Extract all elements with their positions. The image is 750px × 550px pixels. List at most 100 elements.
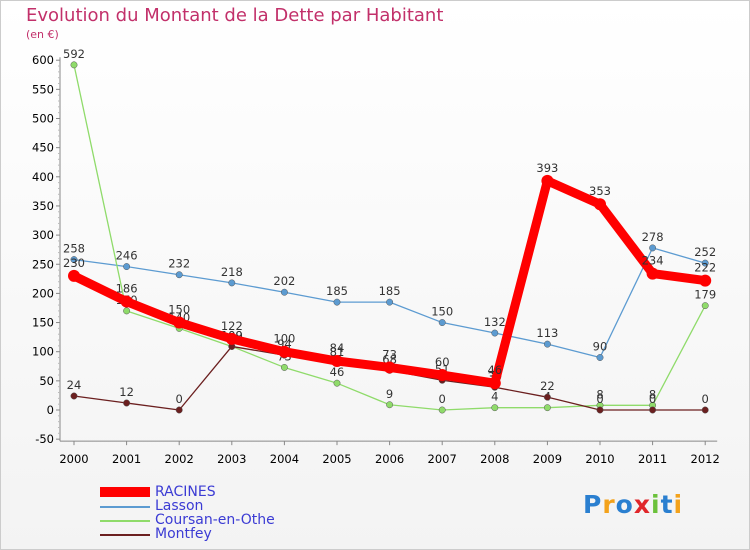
data-label-racines: 73 bbox=[382, 347, 397, 361]
data-label-lasson: 185 bbox=[326, 284, 348, 298]
data-point-coursan-en-othe bbox=[70, 61, 78, 69]
y-tick-label: 100 bbox=[32, 345, 54, 359]
data-point-racines bbox=[646, 267, 659, 280]
data-label-racines: 222 bbox=[694, 261, 716, 275]
data-point-lasson bbox=[228, 279, 236, 287]
y-tick-label: 350 bbox=[32, 199, 54, 213]
data-label-montfey: 81 bbox=[330, 345, 345, 359]
x-tick-label: 2005 bbox=[322, 452, 351, 466]
data-label-montfey: 0 bbox=[596, 392, 603, 406]
x-tick-label: 2002 bbox=[165, 452, 194, 466]
data-point-lasson bbox=[543, 340, 551, 348]
y-tick-label: 0 bbox=[47, 403, 54, 417]
data-label-racines: 230 bbox=[63, 256, 85, 270]
legend-label-coursan: Coursan-en-Othe bbox=[155, 512, 275, 528]
legend-label-montfey: Montfey bbox=[155, 526, 212, 542]
data-point-montfey bbox=[701, 406, 709, 414]
data-label-racines: 393 bbox=[536, 161, 558, 175]
data-point-racines bbox=[541, 174, 554, 187]
x-tick-label: 2000 bbox=[59, 452, 88, 466]
data-point-racines bbox=[594, 198, 606, 211]
data-point-coursan-en-othe bbox=[333, 379, 341, 387]
data-point-lasson bbox=[70, 256, 78, 264]
data-point-coursan-en-othe bbox=[491, 404, 499, 412]
logo-letter: o bbox=[615, 490, 634, 519]
data-label-racines: 353 bbox=[589, 184, 611, 198]
y-tick-label: 600 bbox=[32, 53, 54, 67]
data-label-lasson: 252 bbox=[694, 245, 716, 259]
logo-letter: i bbox=[673, 490, 684, 519]
data-point-montfey bbox=[175, 406, 183, 414]
legend-label-lasson: Lasson bbox=[155, 498, 204, 514]
data-point-montfey bbox=[649, 406, 657, 414]
data-point-lasson bbox=[649, 244, 657, 252]
data-label-lasson: 258 bbox=[63, 242, 85, 256]
data-point-coursan-en-othe bbox=[543, 404, 551, 412]
data-label-coursan-en-othe: 46 bbox=[330, 365, 345, 379]
data-label-lasson: 246 bbox=[116, 249, 138, 263]
logo-letter: P bbox=[583, 490, 603, 519]
data-point-racines bbox=[436, 369, 449, 382]
data-point-lasson bbox=[701, 259, 709, 267]
data-point-lasson bbox=[175, 271, 183, 279]
data-point-racines bbox=[120, 295, 133, 308]
y-tick-label: -50 bbox=[35, 432, 54, 446]
chart-title: Evolution du Montant de la Dette par Hab… bbox=[26, 5, 444, 26]
data-point-lasson bbox=[123, 263, 131, 271]
data-point-coursan-en-othe bbox=[123, 307, 131, 315]
x-tick-label: 2001 bbox=[112, 452, 141, 466]
y-tick-label: 250 bbox=[32, 257, 54, 271]
data-label-coursan-en-othe: 4 bbox=[491, 390, 498, 404]
data-point-lasson bbox=[491, 329, 499, 337]
data-label-lasson: 185 bbox=[379, 284, 401, 298]
data-label-lasson: 218 bbox=[221, 265, 243, 279]
data-label-montfey: 22 bbox=[540, 379, 555, 393]
y-tick-label: 550 bbox=[32, 82, 54, 96]
data-label-montfey: 0 bbox=[176, 392, 183, 406]
data-point-racines bbox=[68, 269, 80, 282]
data-point-racines bbox=[225, 332, 238, 345]
data-label-racines: 84 bbox=[330, 341, 345, 355]
x-tick-label: 2004 bbox=[270, 452, 299, 466]
data-label-racines: 122 bbox=[221, 319, 243, 333]
data-point-lasson bbox=[438, 319, 446, 326]
data-point-lasson bbox=[280, 288, 288, 296]
data-point-montfey bbox=[123, 399, 131, 407]
legend-swatch-lasson bbox=[100, 506, 150, 508]
data-label-racines: 46 bbox=[487, 363, 502, 377]
data-point-lasson bbox=[386, 298, 394, 306]
data-point-lasson bbox=[596, 354, 604, 361]
data-point-lasson bbox=[333, 298, 341, 306]
logo-letter: r bbox=[602, 490, 616, 519]
x-tick-label: 2006 bbox=[375, 452, 404, 466]
legend-label-racines: RACINES bbox=[155, 484, 216, 500]
data-label-lasson: 202 bbox=[273, 274, 295, 288]
data-label-coursan-en-othe: 8 bbox=[649, 387, 656, 401]
data-label-lasson: 232 bbox=[168, 257, 190, 271]
legend-swatch-coursan bbox=[100, 520, 150, 522]
y-tick-label: 400 bbox=[32, 170, 54, 184]
data-point-coursan-en-othe bbox=[438, 406, 446, 414]
data-point-racines bbox=[173, 316, 186, 329]
data-label-racines: 60 bbox=[435, 355, 450, 369]
data-label-racines: 100 bbox=[273, 332, 295, 346]
chart-subtitle: (en €) bbox=[26, 28, 59, 41]
data-label-coursan-en-othe: 179 bbox=[694, 288, 716, 302]
data-label-coursan-en-othe: 9 bbox=[386, 387, 393, 401]
data-point-coursan-en-othe bbox=[701, 302, 709, 310]
data-point-racines bbox=[278, 345, 291, 358]
legend-swatch-montfey bbox=[100, 534, 150, 536]
logo-letter: i bbox=[651, 490, 661, 519]
y-tick-label: 150 bbox=[32, 316, 54, 330]
data-label-lasson: 113 bbox=[536, 326, 558, 340]
logo-letter: t bbox=[660, 490, 674, 519]
data-point-montfey bbox=[543, 393, 551, 401]
x-tick-label: 2007 bbox=[428, 452, 457, 466]
data-point-montfey bbox=[596, 406, 604, 414]
data-label-racines: 186 bbox=[116, 282, 138, 296]
data-label-coursan-en-othe: 8 bbox=[596, 387, 603, 401]
logo-letter: x bbox=[633, 490, 651, 519]
y-tick-label: 50 bbox=[39, 374, 54, 388]
